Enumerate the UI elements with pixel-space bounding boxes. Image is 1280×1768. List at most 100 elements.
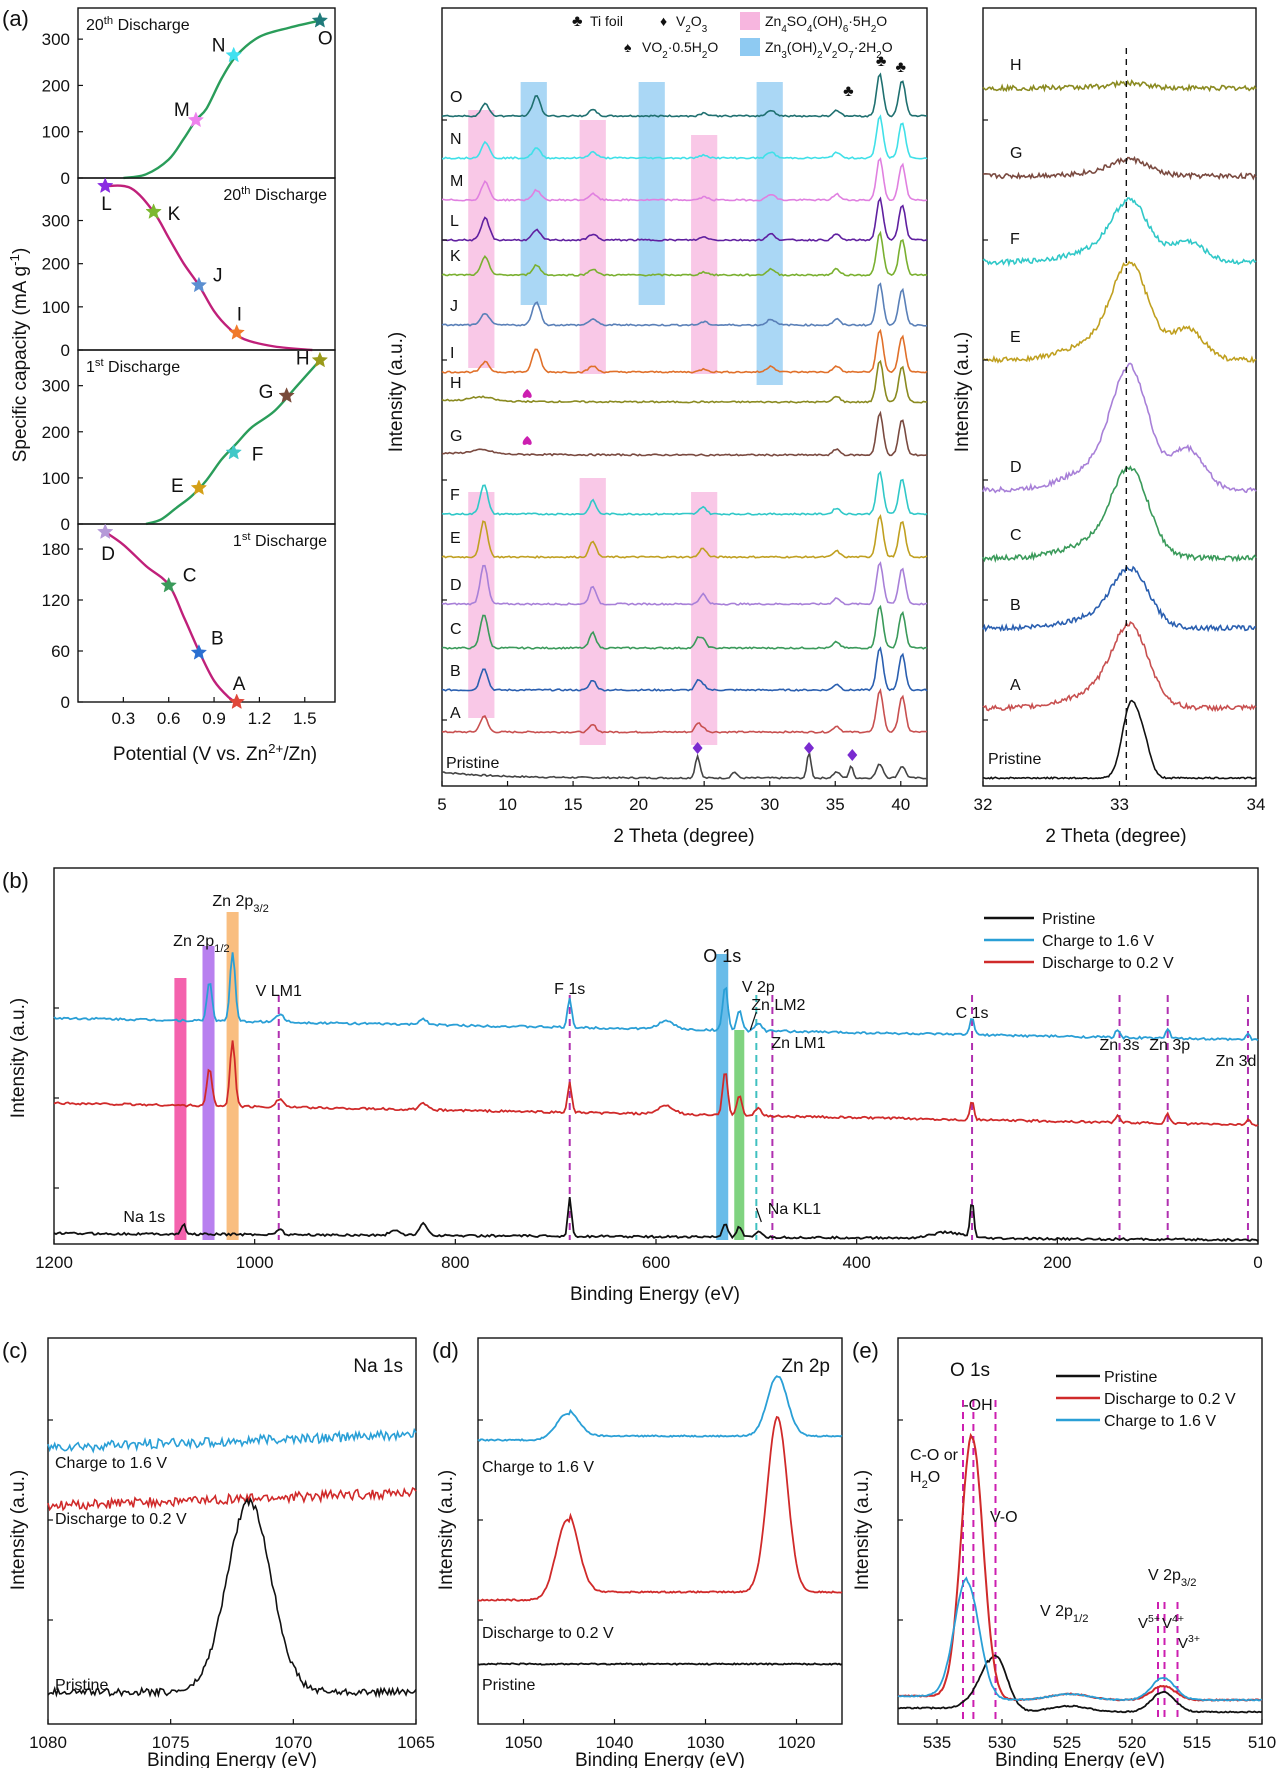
component-label: V3+ — [1178, 1633, 1200, 1652]
xrd-series-label: G — [450, 428, 462, 445]
xrd-series-label: C — [450, 621, 462, 638]
component-label-part: V 2p — [1148, 1567, 1181, 1584]
xrd-pattern — [441, 687, 928, 734]
subplot-label-part: 20 — [86, 17, 104, 34]
legend-zn4so4-label-part: Zn — [765, 13, 781, 29]
peak-annotation: Na KL1 — [768, 1201, 821, 1218]
x-tick-label: 5 — [437, 795, 446, 814]
legend-zn4so4-label-part: 6 — [843, 24, 849, 35]
o1s-pristine — [898, 1654, 1263, 1714]
zoom-series-label: D — [1010, 459, 1022, 476]
legend-zn4so4-label-part: 4 — [807, 24, 813, 35]
subplot-label-part: th — [104, 15, 113, 27]
zoom-pattern — [982, 260, 1257, 364]
state-marker — [187, 111, 205, 128]
peak-annotation: Na 1s — [123, 1209, 165, 1226]
legend-zn4so4-label-part: (OH) — [812, 13, 842, 29]
capacity-curve — [145, 359, 321, 526]
component-label-part: V 2p — [1040, 1603, 1073, 1620]
state-marker — [160, 576, 177, 593]
y-tick-label: 200 — [42, 423, 70, 442]
xrd-pattern — [441, 359, 928, 404]
panel-title: Na 1s — [353, 1356, 403, 1377]
xrd-pattern — [441, 604, 928, 650]
zoom-series-label: F — [1010, 231, 1020, 248]
v2o3-marker — [692, 742, 703, 754]
legend-v2o3-label-part: 3 — [702, 24, 708, 35]
x-tick-label: 1050 — [505, 1733, 543, 1752]
xrd-series-label: H — [450, 375, 462, 392]
xrd-pattern — [441, 646, 928, 692]
zoom-frame — [982, 7, 1257, 787]
x-tick-label: 0.9 — [202, 709, 226, 728]
y-axis-title: Specific capacity (mA g-1) — [7, 248, 32, 463]
x-tick-label: 40 — [891, 795, 910, 814]
panel-label-d: (d) — [432, 1338, 459, 1363]
legend-label: Pristine — [1104, 1369, 1157, 1386]
legend-v2o3-label-part: O — [691, 13, 702, 29]
x-tick-label: 32 — [974, 795, 993, 814]
band-zn4so4 — [691, 492, 718, 745]
legend-zn3v2o7-label-part: 2 — [832, 50, 837, 61]
x-tick-label: 1.2 — [248, 709, 272, 728]
state-label: A — [233, 674, 246, 695]
legend-v2o3-label: V2O3 — [676, 13, 708, 35]
peak-annotation-part: Zn 2p — [173, 933, 214, 950]
y-tick-label: 0 — [61, 515, 70, 534]
x-tick-label: 535 — [923, 1733, 951, 1752]
x-tick-label: 25 — [695, 795, 714, 814]
legend-vo2-label-part: ·0.5H — [668, 39, 702, 55]
zoom-pattern — [982, 465, 1257, 563]
peak-annotation: Zn LM2 — [751, 997, 805, 1014]
zoom-pattern — [982, 155, 1257, 181]
x-tick-label: 800 — [441, 1253, 469, 1272]
survey-band — [174, 978, 187, 1240]
x-tick-label: 15 — [564, 795, 583, 814]
legend-vo2-symbol: ♠ — [624, 39, 632, 55]
x-tick-label: 1070 — [274, 1733, 312, 1752]
x-axis-title: 2 Theta (degree) — [1045, 826, 1186, 847]
xrd-series-label: D — [450, 577, 462, 594]
legend-zn3v2o7-label-part: (OH) — [787, 39, 817, 55]
peak-annotation: C 1s — [956, 1005, 989, 1022]
y-tick-label: 60 — [51, 642, 70, 661]
peak-annotation: O 1s — [703, 946, 741, 966]
legend-ti-symbol: ♣ — [572, 13, 583, 30]
series-label: Charge to 1.6 V — [482, 1459, 594, 1476]
zoom-pattern — [982, 197, 1257, 268]
zoom-series-label: E — [1010, 329, 1021, 346]
x-tick-label: 400 — [842, 1253, 870, 1272]
series-label: Discharge to 0.2 V — [55, 1511, 187, 1528]
zoom-pattern — [982, 621, 1257, 713]
y-tick-label: 100 — [42, 469, 70, 488]
x-tick-label: 1080 — [29, 1733, 67, 1752]
band-zn4so4 — [579, 478, 606, 745]
xrd-series-label: A — [450, 705, 461, 722]
x-tick-label: 33 — [1110, 795, 1129, 814]
zn2p-charge — [477, 1375, 843, 1442]
peak-annotation: F 1s — [554, 981, 585, 998]
subplot-label-part: 1 — [233, 533, 242, 550]
state-marker — [311, 11, 329, 28]
v2o3-marker — [847, 749, 858, 761]
x-tick-label: 1065 — [397, 1733, 435, 1752]
legend-zn3v2o7-label-part: ·2H — [854, 39, 877, 55]
x-axis-title: Binding Energy (eV) — [575, 1750, 745, 1768]
xrd-pattern — [441, 750, 928, 780]
subplot-label-part: st — [95, 357, 105, 369]
xrd-pattern — [441, 328, 928, 374]
x-tick-label: 10 — [498, 795, 517, 814]
legend-zn3v2o7-label: Zn3(OH)2V2O7·2H2O — [765, 39, 893, 61]
band-zn4so4 — [691, 135, 718, 374]
legend-label: Charge to 1.6 V — [1104, 1413, 1216, 1430]
zoom-series-label: Pristine — [988, 751, 1041, 768]
legend-label: Pristine — [1042, 911, 1095, 928]
na1s-frame — [47, 1337, 417, 1725]
y-tick-label: 200 — [42, 255, 70, 274]
capacity-curve — [104, 531, 238, 704]
component-label-part: V — [1138, 1615, 1148, 1632]
xrd-pattern — [441, 230, 928, 277]
x-tick-label: 30 — [760, 795, 779, 814]
survey-charge — [53, 952, 1259, 1042]
xrd-series-label: K — [450, 248, 461, 265]
